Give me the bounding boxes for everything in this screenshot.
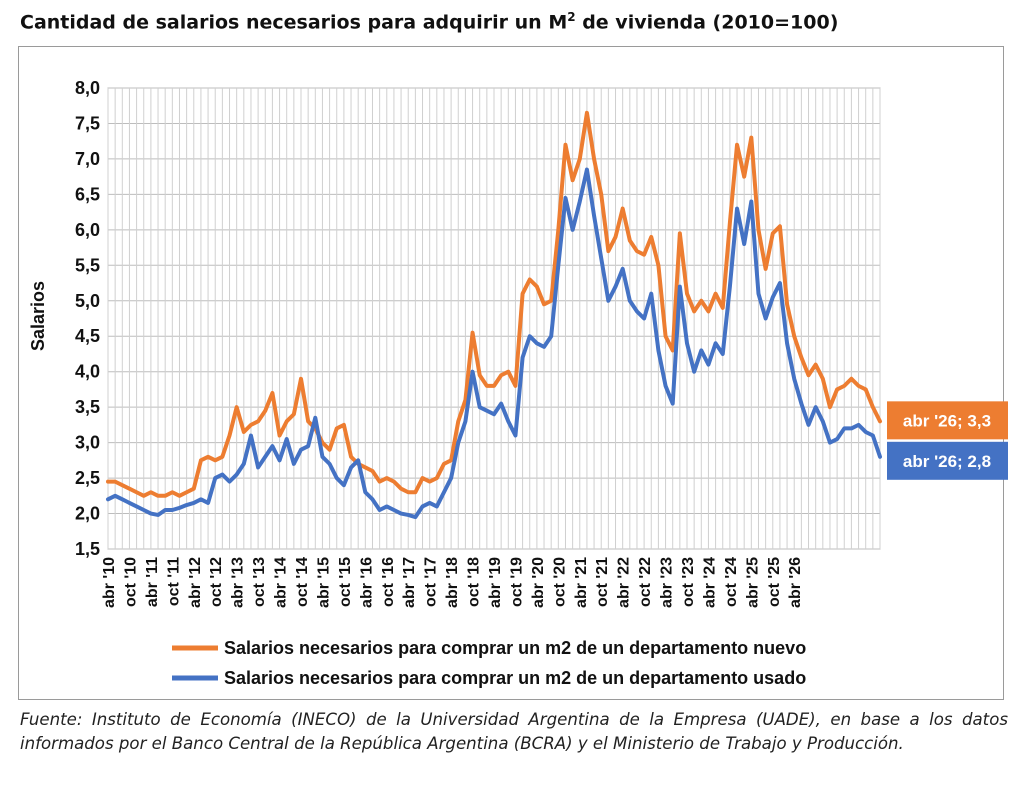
x-tick-label: oct '25 — [766, 557, 783, 607]
x-tick-label: abr '16 — [358, 557, 375, 608]
legend-label-usado: Salarios necesarios para comprar un m2 d… — [224, 668, 806, 688]
end-label-nuevo-box — [887, 401, 1008, 440]
x-tick-label: oct '17 — [423, 557, 440, 607]
x-tick-label: abr '18 — [444, 557, 461, 608]
y-tick-label: 6,5 — [75, 184, 100, 204]
y-tick-label: 4,5 — [75, 326, 100, 346]
y-tick-label: 2,0 — [75, 504, 100, 524]
end-label-usado-box — [887, 441, 1008, 480]
x-tick-label: oct '22 — [637, 557, 654, 607]
x-tick-label: abr '15 — [315, 557, 332, 608]
y-axis-title: Salarios — [28, 281, 48, 351]
x-tick-label: oct '16 — [380, 557, 397, 607]
series-usado-line — [106, 167, 882, 520]
x-tick-label: abr '14 — [273, 557, 290, 608]
x-tick-label: oct '13 — [251, 557, 268, 607]
x-tick-label: oct '18 — [466, 557, 483, 607]
x-tick-label: oct '20 — [551, 557, 568, 607]
end-labels: abr '26; 3,3 abr '26; 2,8 — [887, 401, 1008, 480]
x-tick-label: abr '25 — [744, 557, 761, 608]
end-label-usado: abr '26; 2,8 — [903, 452, 991, 471]
x-tick-label: abr '23 — [659, 557, 676, 608]
y-tick-label: 1,5 — [75, 539, 100, 559]
x-tick-label: abr '12 — [187, 557, 204, 608]
x-tick-label: oct '10 — [122, 557, 139, 607]
x-tick-label: abr '24 — [701, 557, 718, 608]
x-tick-label: abr '19 — [487, 557, 504, 608]
x-tick-label: abr '21 — [573, 557, 590, 608]
x-tick-label: abr '22 — [616, 557, 633, 608]
end-label-nuevo: abr '26; 3,3 — [903, 411, 991, 430]
y-tick-label: 5,5 — [75, 255, 100, 275]
x-tick-label: oct '12 — [208, 557, 225, 607]
title-superscript: 2 — [567, 10, 576, 24]
legend-label-nuevo: Salarios necesarios para comprar un m2 d… — [224, 638, 806, 658]
y-tick-label: 4,0 — [75, 362, 100, 382]
x-tick-label: abr '17 — [401, 557, 418, 608]
title-main: Cantidad de salarios necesarios para adq… — [20, 11, 568, 34]
y-tick-label: 8,0 — [75, 78, 100, 98]
y-tick-label: 5,0 — [75, 291, 100, 311]
legend: Salarios necesarios para comprar un m2 d… — [172, 638, 806, 688]
x-tick-label: oct '24 — [723, 557, 740, 607]
x-tick-label: oct '14 — [294, 557, 311, 607]
y-tick-label: 2,5 — [75, 468, 100, 488]
source-note: Fuente: Instituto de Economía (INECO) de… — [20, 710, 1008, 753]
y-tick-label: 7,5 — [75, 113, 100, 133]
x-axis: abr '10 oct '10 abr '11 oct '11 abr '12 oct '… — [101, 557, 804, 608]
x-tick-label: oct '15 — [337, 557, 354, 607]
x-tick-label: abr '11 — [144, 557, 161, 607]
title-tail: de vivienda (2010=100) — [575, 11, 839, 34]
x-tick-label: abr '20 — [530, 557, 547, 608]
x-tick-label: oct '21 — [594, 557, 611, 607]
x-tick-label: oct '11 — [165, 557, 182, 606]
series — [106, 110, 882, 520]
x-tick-label: abr '26 — [787, 557, 804, 608]
x-tick-label: abr '10 — [101, 557, 118, 608]
y-tick-label: 7,0 — [75, 149, 100, 169]
y-tick-label: 3,5 — [75, 397, 100, 417]
x-tick-label: oct '19 — [508, 557, 525, 607]
y-tick-label: 3,0 — [75, 433, 100, 453]
x-tick-label: abr '13 — [230, 557, 247, 608]
x-tick-label: oct '23 — [680, 557, 697, 607]
chart-title: Cantidad de salarios necesarios para adq… — [20, 10, 838, 33]
y-tick-label: 6,0 — [75, 220, 100, 240]
grid — [107, 87, 881, 550]
y-axis: 1,5 2,0 2,5 3,0 3,5 4,0 4,5 5,0 5,5 6,0 6,5 7,0 7,5 8… — [75, 78, 100, 559]
series-nuevo-line — [106, 110, 882, 498]
